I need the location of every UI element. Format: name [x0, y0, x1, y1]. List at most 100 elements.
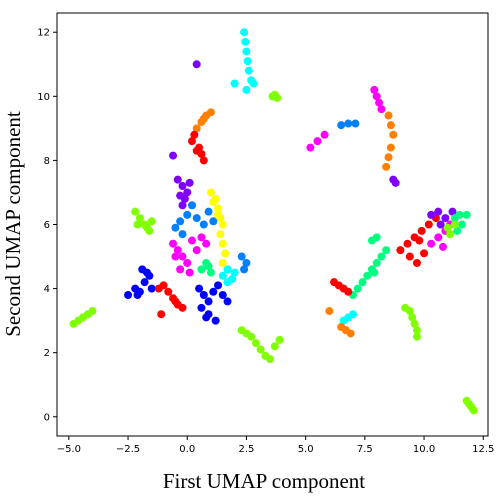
y-tick-label: 2 [44, 348, 50, 359]
data-point [197, 304, 205, 312]
data-point [183, 259, 191, 267]
data-point [385, 153, 393, 161]
data-point [240, 265, 248, 273]
data-point [245, 67, 253, 75]
y-tick-label: 10 [37, 92, 50, 103]
x-tick-label: 0.0 [179, 444, 195, 455]
data-point [271, 342, 279, 350]
data-point [188, 201, 196, 209]
data-point [200, 115, 208, 123]
data-point [143, 224, 151, 232]
data-point [231, 80, 239, 88]
data-point [257, 345, 265, 353]
data-point [321, 131, 329, 139]
data-point [195, 285, 203, 293]
data-point [169, 152, 177, 160]
data-point [363, 272, 371, 280]
data-point [148, 285, 156, 293]
data-point [351, 120, 359, 128]
data-point [451, 221, 459, 229]
data-point [190, 131, 198, 139]
data-point [244, 57, 252, 65]
data-point [224, 265, 232, 273]
data-point [344, 288, 352, 296]
y-tick-label: 8 [44, 156, 50, 167]
y-tick-label: 6 [44, 220, 50, 231]
data-point [313, 137, 321, 145]
data-point [216, 230, 224, 238]
data-point [124, 291, 132, 299]
data-point [219, 291, 227, 299]
data-point [276, 336, 284, 344]
data-point [197, 265, 205, 273]
y-axis-title: Second UMAP component [1, 111, 25, 337]
data-point [370, 269, 378, 277]
data-point [214, 211, 222, 219]
data-point [197, 233, 205, 241]
data-point [434, 233, 442, 241]
data-point [250, 80, 258, 88]
data-point [420, 249, 428, 257]
data-point [413, 333, 421, 341]
data-point [373, 259, 381, 267]
data-point [179, 182, 187, 190]
data-point [266, 355, 274, 363]
data-point [174, 176, 182, 184]
data-point [427, 240, 435, 248]
data-point [387, 121, 395, 129]
data-point [143, 269, 151, 277]
data-point [134, 291, 142, 299]
data-point [209, 217, 217, 225]
x-tick-label: 5.0 [298, 444, 314, 455]
data-point [183, 211, 191, 219]
data-point [325, 307, 333, 315]
data-point [148, 217, 156, 225]
data-point [141, 278, 149, 286]
data-point [240, 28, 248, 36]
data-point [207, 188, 215, 196]
data-point [358, 278, 366, 286]
data-point [347, 329, 355, 337]
data-point [219, 221, 227, 229]
data-point [224, 278, 232, 286]
data-point [458, 221, 466, 229]
data-point [413, 259, 421, 267]
data-point [160, 281, 168, 289]
data-point [186, 269, 194, 277]
data-point [392, 179, 400, 187]
data-point [202, 313, 210, 321]
x-tick-label: 2.5 [238, 444, 254, 455]
data-point [205, 262, 213, 270]
data-point [179, 304, 187, 312]
data-point [219, 259, 227, 267]
x-tick-label: 7.5 [357, 444, 373, 455]
x-tick-label: 10.0 [413, 444, 435, 455]
data-point [200, 291, 208, 299]
data-point [219, 240, 227, 248]
data-point [193, 147, 201, 155]
data-point [403, 240, 411, 248]
data-point [212, 317, 220, 325]
data-point [205, 297, 213, 305]
data-point [271, 91, 279, 99]
data-point [415, 237, 423, 245]
data-point [382, 163, 390, 171]
data-point [131, 208, 139, 216]
x-tick-label: −2.5 [116, 444, 140, 455]
data-point [425, 221, 433, 229]
data-point [434, 208, 442, 216]
data-point [179, 230, 187, 238]
data-point [171, 224, 179, 232]
data-point [179, 201, 187, 209]
data-point [219, 272, 227, 280]
data-point [171, 297, 179, 305]
x-axis-title: First UMAP component [163, 469, 365, 493]
data-point [89, 307, 97, 315]
data-point [207, 108, 215, 116]
data-point [385, 112, 393, 120]
data-point [252, 339, 260, 347]
data-point [349, 310, 357, 318]
data-point [441, 214, 449, 222]
data-point [463, 211, 471, 219]
